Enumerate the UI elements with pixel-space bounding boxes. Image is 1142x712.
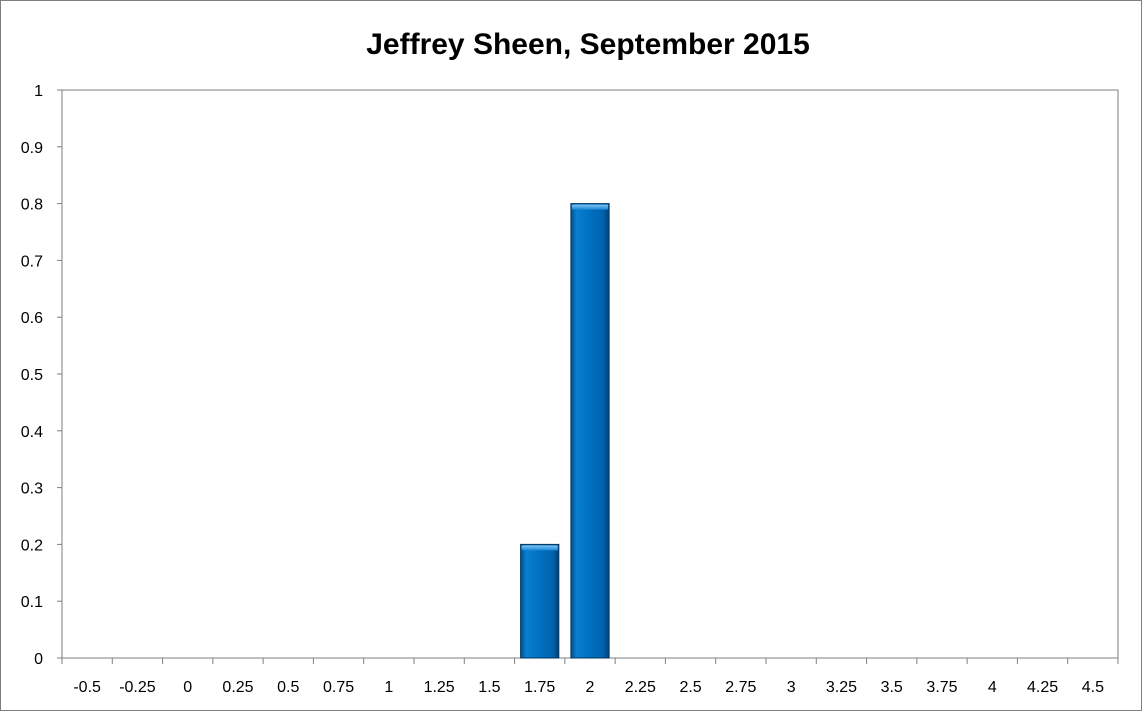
bar (520, 543, 560, 659)
y-tick-label: 0.1 (21, 594, 43, 611)
bar-body (520, 543, 560, 659)
bars (520, 203, 610, 659)
x-tick-label: 2.25 (625, 679, 656, 696)
y-tick-label: 0.7 (21, 253, 43, 270)
x-tick-label: 4 (988, 679, 997, 696)
x-tick-label: 4.25 (1027, 679, 1058, 696)
x-tick-label: 1.75 (524, 679, 555, 696)
y-tick-label: 0.8 (21, 197, 43, 214)
x-tick-label: 3.25 (826, 679, 857, 696)
x-tick-label: -0.25 (119, 679, 156, 696)
y-tick-label: 0.6 (21, 310, 43, 327)
x-tick-label: 3 (787, 679, 796, 696)
x-tick-label: 2 (586, 679, 595, 696)
x-tick-label: 0.5 (277, 679, 299, 696)
x-tick-label: 0 (183, 679, 192, 696)
x-tick-label: 4.5 (1082, 679, 1104, 696)
x-tick-label: -0.5 (73, 679, 101, 696)
y-tick-label: 0 (34, 651, 43, 668)
x-tick-label: 1.5 (478, 679, 500, 696)
x-axis: -0.5 -0.25 0 0.25 0.5 0.75 1 1.25 1.5 1.75 2 2.25 2.… (61, 658, 1119, 696)
y-tick-label: 0.9 (21, 140, 43, 157)
bar-bevel (521, 545, 558, 551)
x-tick-label: 3.5 (881, 679, 903, 696)
x-tick-label: 0.25 (222, 679, 253, 696)
x-tick-label: 0.75 (323, 679, 354, 696)
x-tick-label: 3.75 (926, 679, 957, 696)
y-axis: 0 0.1 0.2 0.3 0.4 0.5 0.6 0.7 0.8 0.9 1 (21, 83, 62, 668)
y-tick-label: 0.3 (21, 481, 43, 498)
x-tick-label: 2.5 (679, 679, 701, 696)
bar-bevel (571, 204, 609, 210)
y-tick-label: 0.5 (21, 367, 43, 384)
x-tick-label: 1 (384, 679, 393, 696)
x-tick-label: 1.25 (424, 679, 455, 696)
bar (570, 203, 610, 659)
bar-body (570, 203, 610, 659)
y-tick-label: 0.2 (21, 537, 43, 554)
y-tick-label: 1 (34, 83, 43, 100)
chart-title: Jeffrey Sheen, September 2015 (366, 28, 810, 61)
y-tick-label: 0.4 (21, 424, 43, 441)
x-tick-label: 2.75 (725, 679, 756, 696)
